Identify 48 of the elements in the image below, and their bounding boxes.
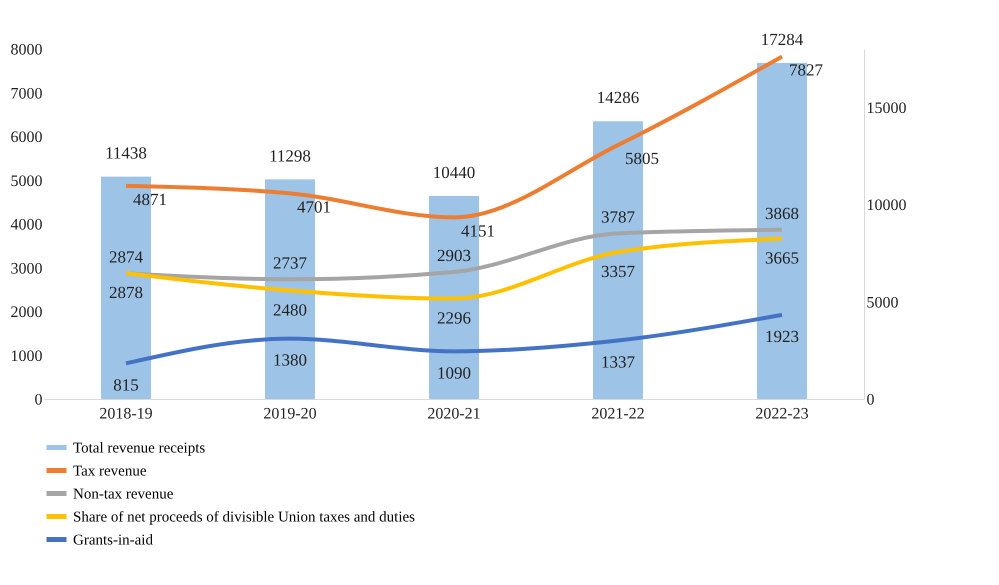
data-label: 1380	[273, 350, 307, 370]
y-tick-label: 8000	[10, 42, 42, 58]
y-tick-label: 5000	[10, 172, 42, 190]
legend-label: Total revenue receipts	[73, 440, 206, 456]
x-tick-label: 2019-20	[263, 406, 317, 422]
x-tick-label: 2020-21	[427, 406, 481, 422]
y2-tick-label: 15000	[866, 100, 906, 117]
data-label: 14286	[596, 88, 640, 108]
y-tick-label: 2000	[10, 304, 42, 321]
data-label: 10440	[432, 163, 476, 182]
y2-tick-label: 0	[866, 392, 874, 408]
data-label: 1337	[601, 352, 636, 372]
x-tick-label: 2022-23	[755, 406, 809, 422]
y-tick-label: 1000	[10, 348, 42, 365]
y-tick-label: 6000	[10, 129, 42, 146]
legend-label: Share of net proceeds of divisible Union taxes and duties	[73, 510, 416, 526]
data-label: 815	[113, 375, 139, 394]
data-label: 3357	[601, 262, 636, 282]
x-tick-label: 2021-22	[591, 406, 645, 422]
legend-label: Tax revenue	[73, 464, 147, 480]
data-label: 4701	[297, 197, 331, 216]
data-label: 2903	[437, 246, 471, 265]
data-label: 2874	[109, 247, 144, 266]
legend-label: Grants-in-aid	[73, 532, 154, 548]
data-label: 11298	[269, 146, 311, 166]
y-tick-label: 0	[34, 392, 42, 408]
y-tick-label: 3000	[10, 260, 42, 278]
data-label: 2737	[273, 253, 308, 272]
data-label: 17284	[760, 30, 804, 49]
data-label: 7827	[789, 60, 824, 80]
data-label: 11438	[105, 144, 147, 163]
data-label: 4151	[461, 221, 495, 240]
data-label: 2878	[109, 283, 143, 302]
data-label: 3868	[765, 204, 799, 223]
y2-tick-label: 10000	[866, 197, 906, 214]
data-label: 2296	[437, 308, 471, 328]
data-label: 1923	[765, 326, 799, 346]
y2-tick-label: 5000	[866, 294, 898, 312]
data-label: 5805	[625, 149, 659, 168]
data-label: 1090	[437, 363, 471, 382]
data-label: 3665	[765, 248, 799, 268]
data-label: 3787	[601, 207, 636, 226]
legend-label: Non-tax revenue	[73, 486, 174, 502]
y-tick-label: 7000	[10, 85, 42, 102]
x-tick-label: 2018-19	[99, 406, 153, 422]
data-label: 4871	[133, 190, 167, 209]
data-label: 2480	[273, 300, 307, 320]
y-tick-label: 4000	[10, 216, 42, 234]
